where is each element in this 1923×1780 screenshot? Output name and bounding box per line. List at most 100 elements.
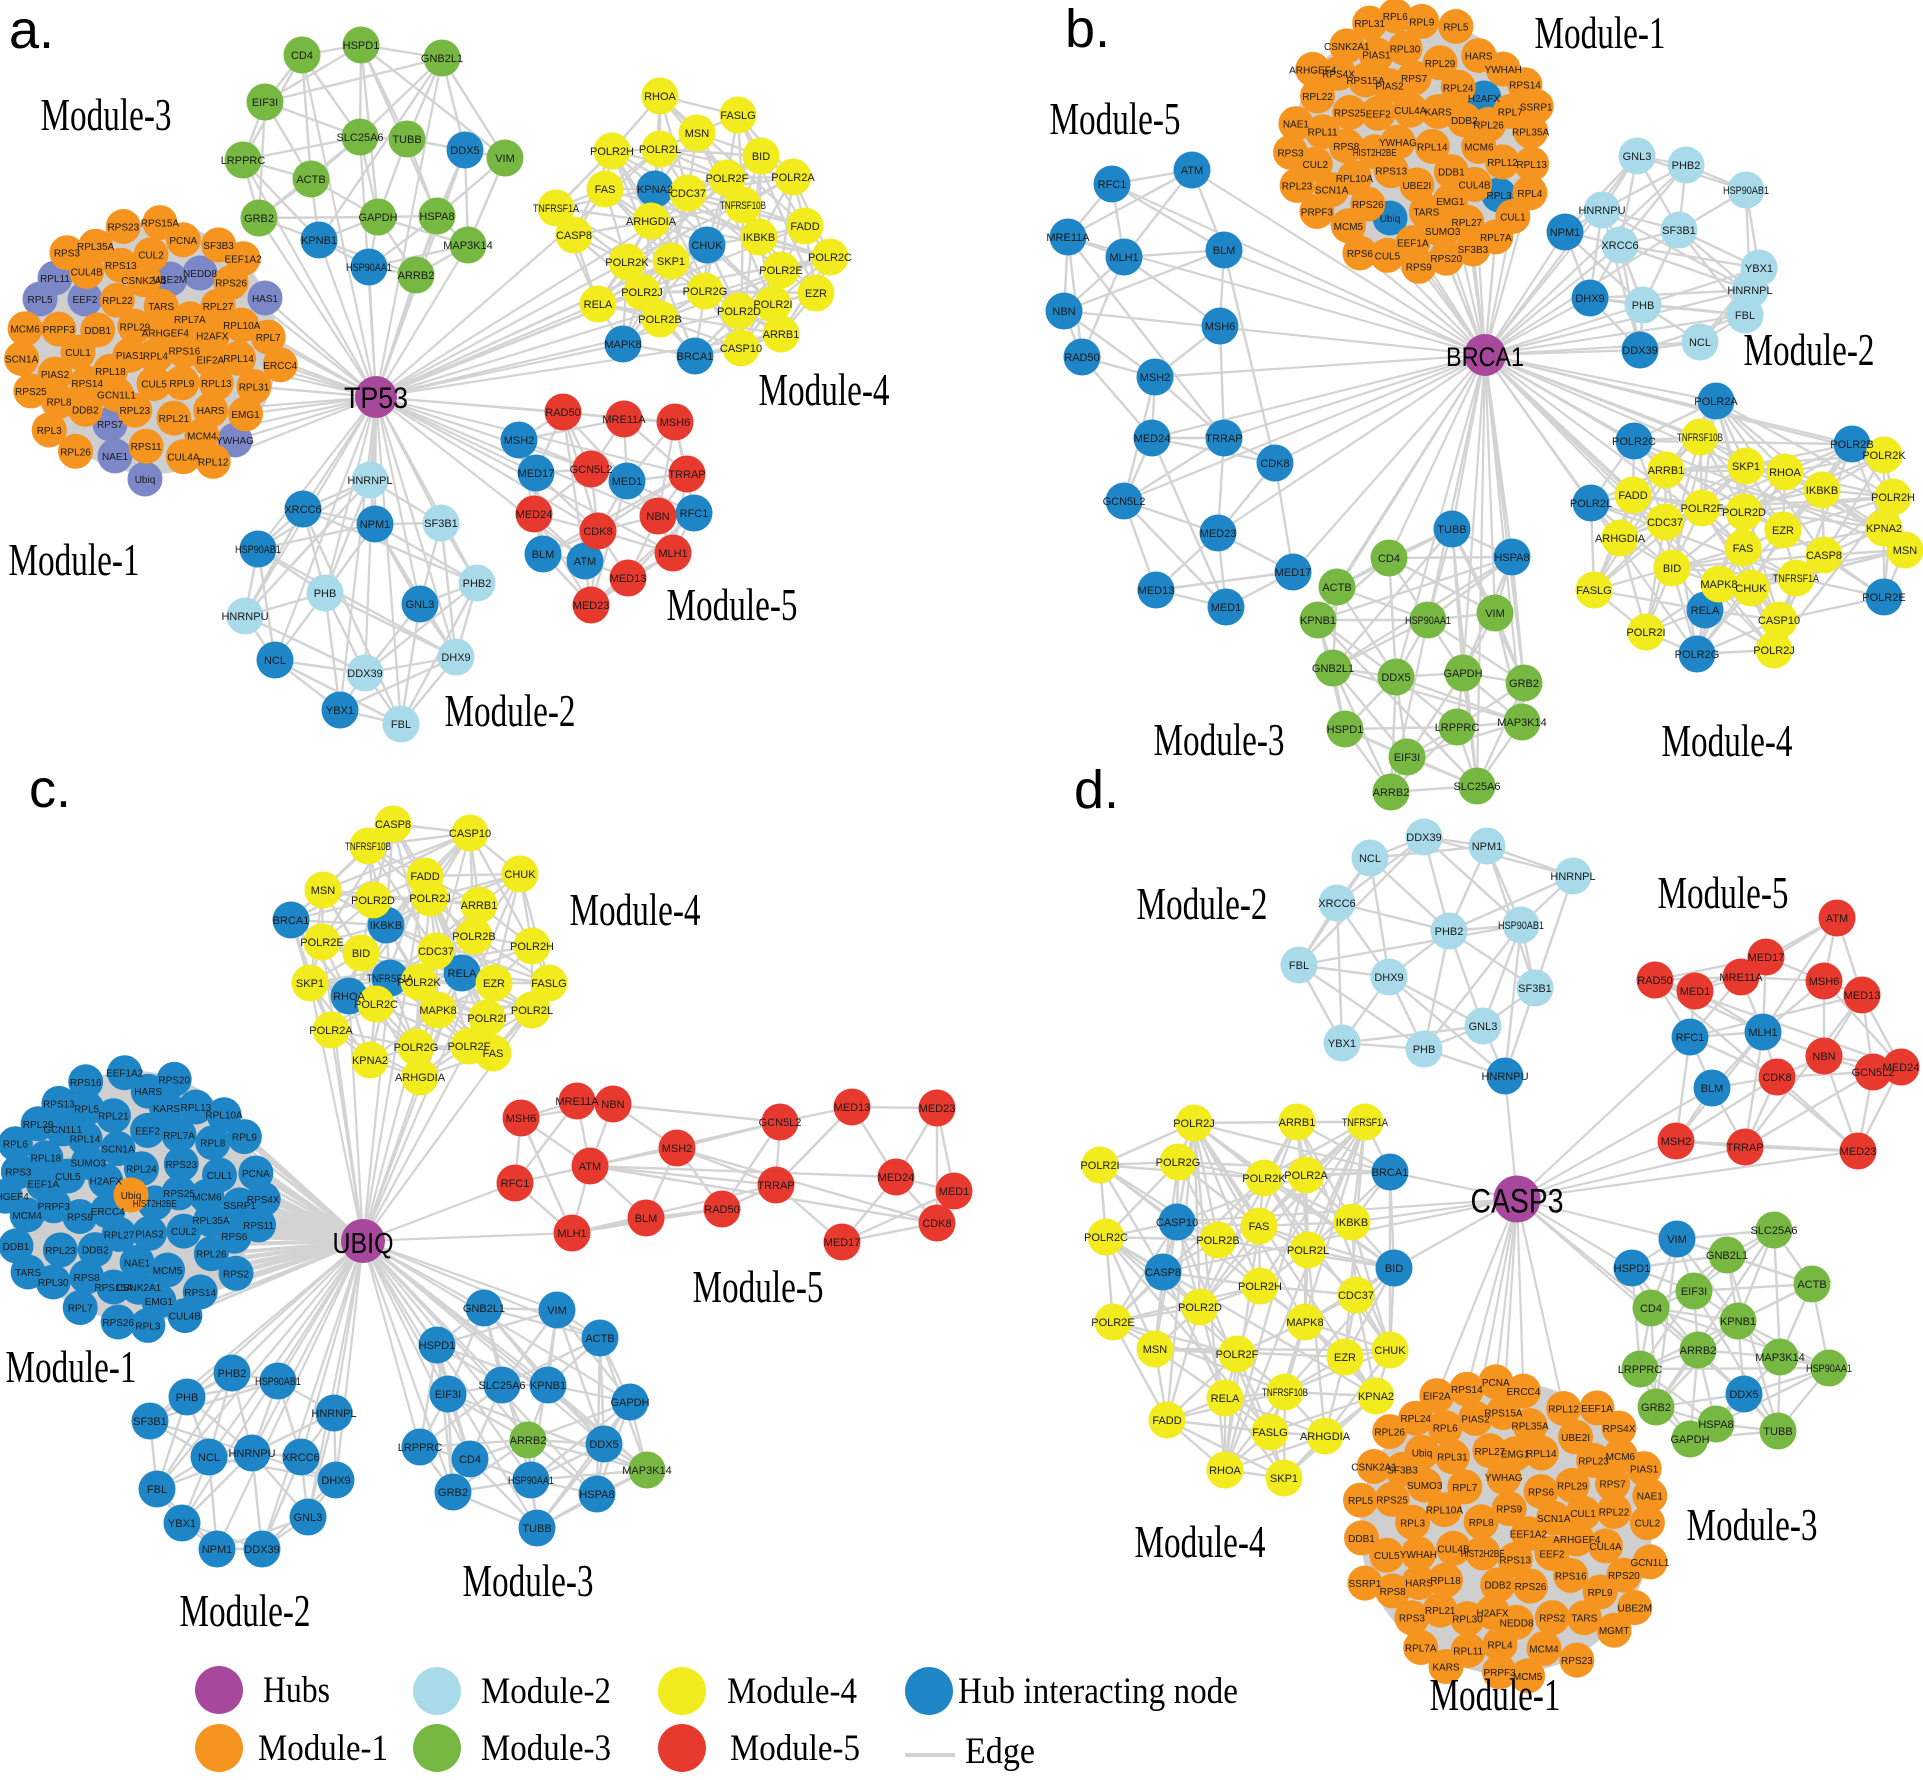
svg-text:CDC37: CDC37: [1647, 517, 1683, 529]
svg-text:EEF1A: EEF1A: [1397, 239, 1429, 250]
svg-text:CUL5: CUL5: [141, 380, 167, 391]
svg-text:SCN1A: SCN1A: [1315, 186, 1349, 197]
svg-text:SLC25A6: SLC25A6: [1750, 1225, 1797, 1237]
svg-text:RPL21: RPL21: [98, 1112, 129, 1123]
svg-text:TUBB: TUBB: [1763, 1426, 1792, 1438]
svg-text:HNRNPU: HNRNPU: [1578, 205, 1625, 217]
svg-text:PCNA: PCNA: [242, 1169, 270, 1180]
svg-text:RPL18: RPL18: [95, 367, 126, 378]
svg-text:UBE2M: UBE2M: [1617, 1604, 1651, 1615]
svg-text:TRRAP: TRRAP: [1726, 1142, 1763, 1154]
svg-text:GNL3: GNL3: [1623, 151, 1652, 163]
svg-text:FADD: FADD: [1618, 490, 1647, 502]
svg-text:RPS7: RPS7: [1401, 74, 1428, 85]
svg-text:RPS25: RPS25: [1376, 1495, 1408, 1506]
svg-text:RHOA: RHOA: [1209, 1465, 1241, 1477]
svg-text:EEF2: EEF2: [135, 1126, 160, 1137]
svg-text:RPS16: RPS16: [70, 1078, 102, 1089]
svg-text:PCNA: PCNA: [1482, 1378, 1510, 1389]
svg-text:CASP10: CASP10: [449, 828, 491, 840]
svg-text:HSPD1: HSPD1: [343, 40, 380, 52]
svg-text:EMG1: EMG1: [231, 410, 260, 421]
svg-text:SUMO3: SUMO3: [71, 1158, 107, 1169]
svg-text:RPL8: RPL8: [200, 1139, 225, 1150]
svg-text:PCNA: PCNA: [169, 236, 197, 247]
svg-text:CDK8: CDK8: [1762, 1072, 1791, 1084]
svg-text:MCM4: MCM4: [1529, 1644, 1559, 1655]
svg-text:MAP3K14: MAP3K14: [1497, 717, 1547, 729]
svg-text:Module-3: Module-3: [1687, 1499, 1818, 1550]
svg-text:HSPA8: HSPA8: [1698, 1419, 1733, 1431]
svg-text:MGMT: MGMT: [1599, 1626, 1630, 1637]
svg-text:RPL14: RPL14: [223, 354, 254, 365]
svg-text:GNB2L1: GNB2L1: [463, 1303, 505, 1315]
svg-text:FASLG: FASLG: [1576, 585, 1611, 597]
svg-text:RPS14: RPS14: [1451, 1385, 1483, 1396]
svg-text:CUL4B: CUL4B: [1458, 180, 1491, 191]
svg-text:KPNB1: KPNB1: [301, 235, 337, 247]
svg-text:Ubiq: Ubiq: [1412, 1448, 1433, 1459]
svg-text:TRRAP: TRRAP: [757, 1180, 794, 1192]
svg-text:SCN1A: SCN1A: [5, 355, 39, 366]
svg-text:CD4: CD4: [291, 50, 313, 62]
svg-text:HSPA8: HSPA8: [419, 211, 454, 223]
svg-text:RPL7A: RPL7A: [174, 315, 206, 326]
svg-text:NCL: NCL: [1689, 337, 1711, 349]
svg-text:RPL3: RPL3: [135, 1321, 160, 1332]
svg-text:SF3B3: SF3B3: [203, 241, 234, 252]
svg-text:RPS7: RPS7: [97, 420, 124, 431]
svg-text:RPS20: RPS20: [1608, 1571, 1640, 1582]
svg-text:RPL24: RPL24: [1400, 1414, 1431, 1425]
svg-text:ARRB1: ARRB1: [461, 900, 498, 912]
svg-text:PIAS2: PIAS2: [41, 370, 70, 381]
svg-text:ACTB: ACTB: [1322, 582, 1351, 594]
svg-text:POLR2J: POLR2J: [409, 893, 451, 905]
svg-text:DHX9: DHX9: [321, 1475, 350, 1487]
svg-text:RPL7A: RPL7A: [1405, 1644, 1437, 1655]
svg-text:RPS3: RPS3: [54, 249, 81, 260]
svg-text:PIAS2: PIAS2: [1375, 82, 1404, 93]
svg-text:Module-1: Module-1: [9, 534, 140, 585]
svg-text:Module-3: Module-3: [463, 1555, 594, 1606]
svg-text:GRB2: GRB2: [1509, 678, 1539, 690]
svg-text:CUL5: CUL5: [1374, 1551, 1400, 1562]
svg-text:SCN1A: SCN1A: [101, 1145, 135, 1156]
svg-text:RPS3: RPS3: [5, 1168, 32, 1179]
svg-text:POLR2H: POLR2H: [590, 146, 634, 158]
svg-text:MCM6: MCM6: [1464, 143, 1494, 154]
svg-text:HSPD1: HSPD1: [1614, 1263, 1651, 1275]
svg-text:RPL7: RPL7: [1452, 1483, 1477, 1494]
svg-text:SF3B1: SF3B1: [1662, 225, 1696, 237]
svg-text:POLR2C: POLR2C: [1612, 436, 1656, 448]
svg-text:FASLG: FASLG: [1252, 1427, 1287, 1439]
svg-text:TNFRSF10B: TNFRSF10B: [1262, 1387, 1308, 1399]
svg-text:CSNK2A1: CSNK2A1: [116, 1283, 162, 1294]
svg-text:EEF2: EEF2: [1366, 109, 1391, 120]
svg-text:RPS13: RPS13: [1375, 167, 1407, 178]
svg-text:RPL7: RPL7: [256, 333, 281, 344]
svg-text:BLM: BLM: [1213, 245, 1236, 257]
svg-text:RFC1: RFC1: [501, 1178, 530, 1190]
svg-text:POLR2F: POLR2F: [1681, 503, 1724, 515]
svg-text:YWHAG: YWHAG: [1485, 1473, 1523, 1484]
svg-text:TNFRSF10B: TNFRSF10B: [720, 200, 766, 212]
svg-text:BRCA1: BRCA1: [1372, 1167, 1409, 1179]
svg-text:ARHGEF4: ARHGEF4: [1553, 1535, 1601, 1546]
svg-text:CDC37: CDC37: [670, 188, 706, 200]
svg-text:ARHGEF4: ARHGEF4: [1289, 65, 1337, 76]
svg-text:CUL2: CUL2: [1303, 160, 1329, 171]
svg-text:UBE2I: UBE2I: [1561, 1433, 1590, 1444]
svg-text:PHB: PHB: [1413, 1044, 1436, 1056]
svg-text:LRPPRC: LRPPRC: [1618, 1364, 1663, 1376]
svg-text:RPS23: RPS23: [165, 1160, 197, 1171]
svg-text:RPL26: RPL26: [196, 1250, 227, 1261]
svg-text:MLH1: MLH1: [658, 548, 687, 560]
svg-text:POLR2A: POLR2A: [771, 172, 815, 184]
svg-text:RPL5: RPL5: [1443, 23, 1468, 34]
svg-text:POLR2D: POLR2D: [1178, 1302, 1222, 1314]
svg-text:POLR2L: POLR2L: [1287, 1245, 1329, 1257]
svg-text:CUL4A: CUL4A: [167, 453, 200, 464]
svg-text:RPL35A: RPL35A: [192, 1216, 230, 1227]
svg-text:FADD: FADD: [790, 221, 819, 233]
svg-text:ARHGEF4: ARHGEF4: [0, 1192, 29, 1203]
